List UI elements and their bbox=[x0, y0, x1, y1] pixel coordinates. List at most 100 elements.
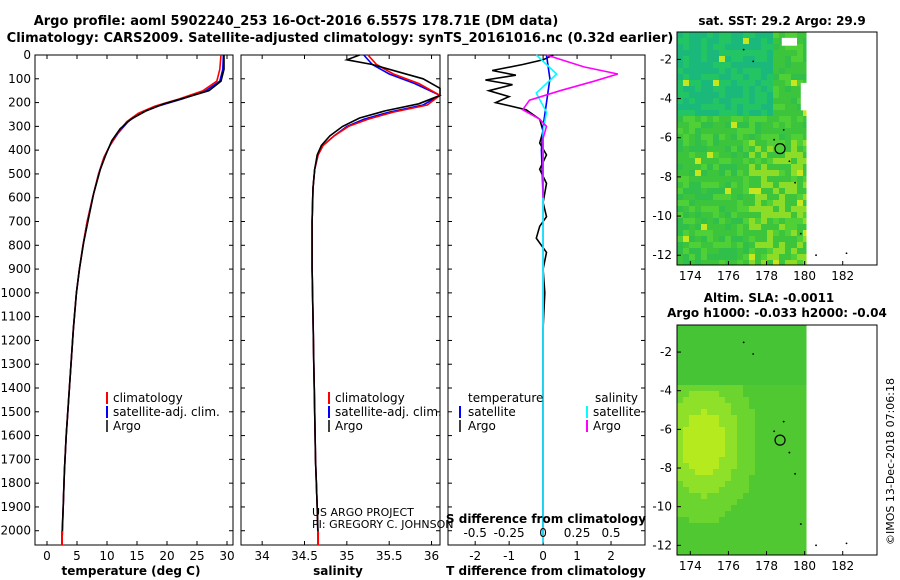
map-cell bbox=[761, 74, 767, 80]
map-cell bbox=[695, 487, 701, 493]
map-cell bbox=[797, 68, 803, 74]
map-cell bbox=[701, 182, 707, 188]
map-cell bbox=[803, 122, 807, 128]
map-cell bbox=[779, 517, 785, 523]
map-cell bbox=[737, 355, 743, 361]
map-cell bbox=[677, 397, 683, 403]
map-cell bbox=[791, 170, 797, 176]
map-cell bbox=[785, 535, 791, 541]
map-cell bbox=[713, 218, 719, 224]
ytick-label: 600 bbox=[8, 191, 31, 205]
map-cell bbox=[701, 116, 707, 122]
map-cell bbox=[677, 367, 683, 373]
map-cell bbox=[767, 415, 773, 421]
map-cell bbox=[689, 242, 695, 248]
diff-stick-label: 0.5 bbox=[601, 526, 620, 540]
map-cell bbox=[689, 140, 695, 146]
map-cell bbox=[689, 164, 695, 170]
map-cell bbox=[743, 505, 749, 511]
map-cell bbox=[695, 128, 701, 134]
coast-dot bbox=[794, 472, 796, 475]
map-cell bbox=[785, 236, 791, 242]
map-cell bbox=[731, 62, 737, 68]
map-cell bbox=[749, 523, 755, 529]
map-cell bbox=[761, 110, 767, 116]
map-cell bbox=[773, 325, 779, 331]
map-cell bbox=[731, 248, 737, 254]
map-cell bbox=[689, 535, 695, 541]
map-cell bbox=[725, 122, 731, 128]
map-cell bbox=[731, 242, 737, 248]
map-ytick-label: -2 bbox=[660, 345, 672, 359]
map-cell bbox=[701, 505, 707, 511]
map-cell bbox=[677, 170, 683, 176]
map-cell bbox=[791, 343, 797, 349]
map-cell bbox=[779, 128, 785, 134]
map-cell bbox=[677, 547, 683, 553]
map-cell bbox=[779, 32, 785, 38]
map-cell bbox=[737, 116, 743, 122]
map-cell bbox=[791, 248, 797, 254]
map-cell bbox=[755, 541, 761, 547]
map-cell bbox=[719, 547, 725, 553]
map-cell bbox=[683, 547, 689, 553]
map-cell bbox=[737, 242, 743, 248]
map-cell bbox=[791, 152, 797, 158]
map-cell bbox=[761, 361, 767, 367]
map-cell bbox=[713, 92, 719, 98]
map-cell bbox=[731, 505, 737, 511]
map-cell bbox=[803, 224, 807, 230]
map-cell bbox=[797, 170, 803, 176]
map-cell bbox=[695, 349, 701, 355]
temperature-xtick-label: 30 bbox=[219, 549, 234, 563]
map-cell bbox=[707, 457, 713, 463]
map-cell bbox=[707, 547, 713, 553]
map-cell bbox=[713, 433, 719, 439]
map-cell bbox=[725, 355, 731, 361]
map-cell bbox=[731, 218, 737, 224]
map-cell bbox=[743, 68, 749, 74]
map-cell bbox=[725, 535, 731, 541]
map-cell bbox=[761, 92, 767, 98]
map-cell bbox=[797, 56, 803, 62]
map-cell bbox=[707, 176, 713, 182]
map-cell bbox=[695, 116, 701, 122]
map-cell bbox=[701, 337, 707, 343]
map-cell bbox=[713, 349, 719, 355]
map-cell bbox=[731, 397, 737, 403]
map-cell bbox=[803, 421, 807, 427]
map-cell bbox=[695, 493, 701, 499]
map-cell bbox=[749, 80, 755, 86]
map-cell bbox=[773, 403, 779, 409]
map-cell bbox=[749, 349, 755, 355]
ytick-label: 0 bbox=[23, 48, 31, 62]
map-cell bbox=[797, 373, 803, 379]
map-cell bbox=[779, 331, 785, 337]
map-cell bbox=[779, 44, 785, 50]
map-cell bbox=[713, 367, 719, 373]
map-cell bbox=[719, 92, 725, 98]
map-cell bbox=[707, 511, 713, 517]
map-cell bbox=[803, 331, 807, 337]
map-cell bbox=[707, 469, 713, 475]
diff-xlabel: T difference from climatology bbox=[446, 564, 646, 578]
map-cell bbox=[773, 355, 779, 361]
map-cell bbox=[779, 421, 785, 427]
float-position-marker bbox=[774, 434, 786, 446]
map-cell bbox=[785, 355, 791, 361]
map-cell bbox=[743, 367, 749, 373]
map-cell bbox=[713, 116, 719, 122]
map-cell bbox=[719, 68, 725, 74]
map-cell bbox=[803, 373, 807, 379]
map-cell bbox=[767, 547, 773, 553]
coast-dot bbox=[845, 252, 848, 255]
map-cell bbox=[713, 74, 719, 80]
map-cell bbox=[803, 200, 807, 206]
map-cell bbox=[695, 134, 701, 140]
map-cell bbox=[725, 56, 731, 62]
map-cell bbox=[689, 74, 695, 80]
map-cell bbox=[761, 56, 767, 62]
ytick-label: 1300 bbox=[0, 357, 31, 371]
map-cell bbox=[719, 541, 725, 547]
map-cell bbox=[725, 391, 731, 397]
